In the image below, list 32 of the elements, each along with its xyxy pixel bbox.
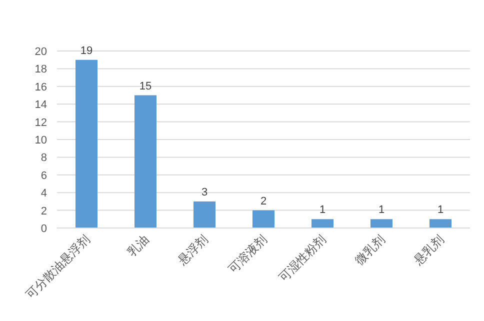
bar — [370, 219, 392, 228]
y-tick-label: 4 — [40, 188, 47, 200]
bar — [134, 95, 156, 228]
bar — [312, 219, 334, 228]
y-tick-label: 6 — [40, 170, 47, 182]
x-tick-label: 微乳剂 — [352, 232, 388, 268]
x-tick-label: 可分散油悬浮剂 — [23, 232, 93, 302]
bar — [194, 201, 216, 228]
data-label: 15 — [139, 80, 152, 92]
x-tick-label: 乳油 — [124, 232, 152, 260]
y-tick-label: 8 — [40, 152, 47, 164]
data-label: 3 — [201, 186, 208, 198]
x-tick-label: 可湿性粉剂 — [276, 232, 329, 285]
data-label: 2 — [260, 195, 267, 208]
y-tick-label: 12 — [34, 116, 47, 129]
y-tick-label: 16 — [34, 81, 47, 94]
bar — [252, 210, 274, 228]
data-label: 1 — [378, 204, 385, 216]
y-tick-label: 0 — [40, 223, 47, 235]
y-tick-label: 10 — [34, 134, 47, 146]
y-tick-label: 18 — [34, 64, 47, 76]
x-tick-label: 可溶液剂 — [226, 232, 270, 276]
x-tick-label: 悬浮剂 — [174, 232, 211, 268]
bar — [430, 219, 452, 228]
data-label: 19 — [80, 44, 93, 57]
y-tick-label: 14 — [34, 99, 47, 112]
data-label: 1 — [319, 204, 326, 216]
y-tick-label: 20 — [34, 46, 47, 58]
bar — [76, 60, 98, 228]
x-tick-label: 悬乳剂 — [410, 232, 447, 268]
data-label: 1 — [437, 204, 444, 216]
y-tick-label: 2 — [40, 205, 47, 218]
